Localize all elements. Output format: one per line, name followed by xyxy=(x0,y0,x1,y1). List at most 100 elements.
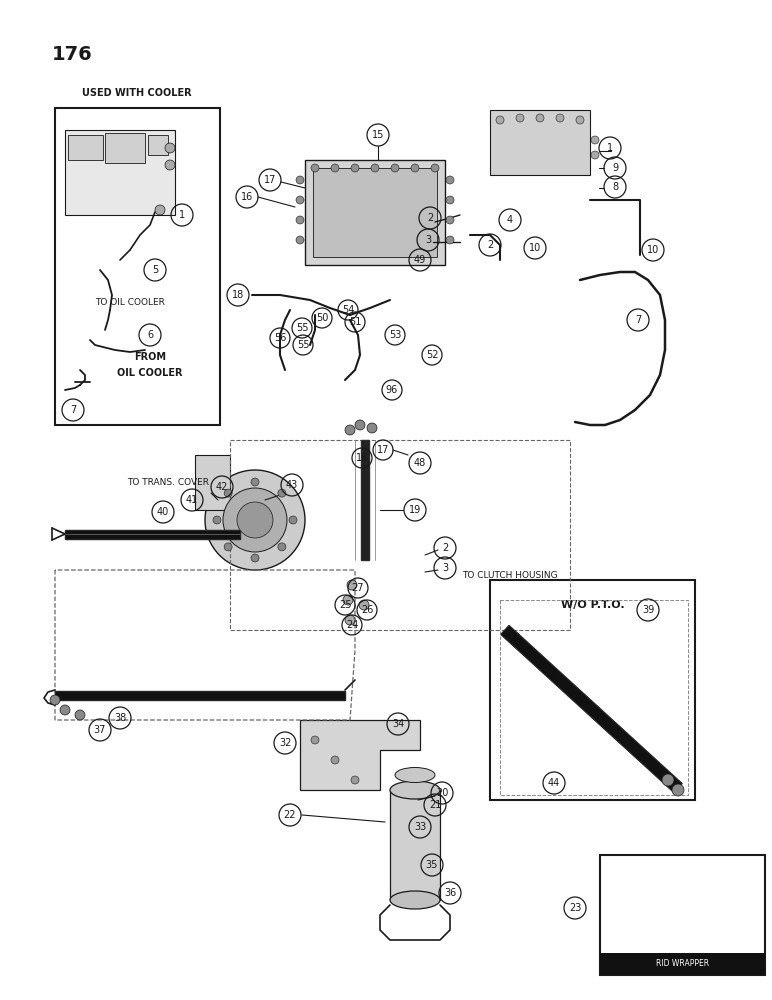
Text: FROM: FROM xyxy=(134,352,166,362)
Circle shape xyxy=(446,216,454,224)
Text: 25: 25 xyxy=(339,600,351,610)
Text: 40: 40 xyxy=(157,507,169,517)
Bar xyxy=(305,160,445,265)
Text: 16: 16 xyxy=(241,192,253,202)
Circle shape xyxy=(446,196,454,204)
Circle shape xyxy=(296,236,304,244)
Polygon shape xyxy=(55,690,345,700)
Circle shape xyxy=(345,615,355,625)
Circle shape xyxy=(371,164,379,172)
Ellipse shape xyxy=(390,891,440,909)
Text: 53: 53 xyxy=(389,330,401,340)
Text: 10: 10 xyxy=(529,243,541,253)
Text: 56: 56 xyxy=(274,333,286,343)
Circle shape xyxy=(672,784,684,796)
Circle shape xyxy=(347,580,357,590)
Text: USED WITH COOLER: USED WITH COOLER xyxy=(82,88,191,98)
Text: 44: 44 xyxy=(548,778,560,788)
Text: TO TRANS. COVER: TO TRANS. COVER xyxy=(127,478,209,487)
Polygon shape xyxy=(300,720,420,790)
Circle shape xyxy=(359,600,369,610)
Text: 55: 55 xyxy=(296,340,310,350)
Text: 43: 43 xyxy=(286,480,298,490)
Text: 35: 35 xyxy=(426,860,438,870)
Circle shape xyxy=(75,710,85,720)
Text: 2: 2 xyxy=(427,213,433,223)
Circle shape xyxy=(343,595,353,605)
Text: 42: 42 xyxy=(216,482,229,492)
Text: RID WRAPPER: RID WRAPPER xyxy=(656,960,709,968)
Circle shape xyxy=(411,164,419,172)
Bar xyxy=(65,130,175,215)
Text: W/O P.T.O.: W/O P.T.O. xyxy=(560,600,625,610)
Circle shape xyxy=(289,516,297,524)
Text: 18: 18 xyxy=(232,290,244,300)
Circle shape xyxy=(556,114,564,122)
Circle shape xyxy=(205,470,305,570)
Bar xyxy=(195,455,230,510)
Text: 17: 17 xyxy=(377,445,389,455)
Text: 27: 27 xyxy=(352,583,364,593)
Text: 48: 48 xyxy=(414,458,426,468)
Circle shape xyxy=(446,236,454,244)
Circle shape xyxy=(662,774,674,786)
Text: 8: 8 xyxy=(612,182,618,192)
Bar xyxy=(390,790,440,900)
Circle shape xyxy=(446,176,454,184)
Circle shape xyxy=(296,196,304,204)
Text: 10: 10 xyxy=(647,245,659,255)
Text: 1: 1 xyxy=(179,210,185,220)
Text: 6: 6 xyxy=(147,330,153,340)
Circle shape xyxy=(516,114,524,122)
Text: TO OIL COOLER: TO OIL COOLER xyxy=(95,298,165,307)
Text: 23: 23 xyxy=(569,903,581,913)
Circle shape xyxy=(355,420,365,430)
Circle shape xyxy=(311,736,319,744)
Text: 36: 36 xyxy=(444,888,456,898)
Text: 39: 39 xyxy=(642,605,654,615)
Circle shape xyxy=(165,160,175,170)
Circle shape xyxy=(576,116,584,124)
Text: 2: 2 xyxy=(442,543,448,553)
Text: 32: 32 xyxy=(279,738,291,748)
Text: 2: 2 xyxy=(487,240,493,250)
Bar xyxy=(490,580,695,800)
Bar xyxy=(490,110,590,175)
Text: 54: 54 xyxy=(342,305,354,315)
Ellipse shape xyxy=(395,768,435,782)
Circle shape xyxy=(224,543,232,551)
Text: FILTER ELEMENT: FILTER ELEMENT xyxy=(648,903,717,912)
Text: 33: 33 xyxy=(414,822,426,832)
Circle shape xyxy=(251,554,259,562)
Text: 1: 1 xyxy=(607,143,613,153)
Text: USE ONLY 25-MICRON: USE ONLY 25-MICRON xyxy=(637,885,728,894)
Text: 19: 19 xyxy=(409,505,421,515)
Polygon shape xyxy=(361,440,369,560)
Circle shape xyxy=(351,164,359,172)
Bar xyxy=(313,168,437,257)
Ellipse shape xyxy=(390,781,440,799)
Text: 7: 7 xyxy=(70,405,76,415)
Text: 34: 34 xyxy=(392,719,404,729)
Text: 17: 17 xyxy=(264,175,276,185)
Text: 26: 26 xyxy=(361,605,373,615)
Circle shape xyxy=(60,705,70,715)
Text: 16: 16 xyxy=(356,453,368,463)
Circle shape xyxy=(331,164,339,172)
Bar xyxy=(68,135,103,160)
Text: 41: 41 xyxy=(186,495,198,505)
Text: 51: 51 xyxy=(349,317,361,327)
Circle shape xyxy=(50,695,60,705)
Circle shape xyxy=(536,114,544,122)
Text: 96: 96 xyxy=(386,385,398,395)
Text: J. I. CASE PARTS: J. I. CASE PARTS xyxy=(649,939,716,948)
Text: 5: 5 xyxy=(152,265,158,275)
Text: GENUINE: GENUINE xyxy=(663,921,702,930)
Text: 176: 176 xyxy=(52,45,93,64)
Text: 55: 55 xyxy=(296,323,308,333)
Circle shape xyxy=(278,543,286,551)
Bar xyxy=(55,108,220,425)
Circle shape xyxy=(591,136,599,144)
Circle shape xyxy=(345,425,355,435)
Circle shape xyxy=(331,756,339,764)
